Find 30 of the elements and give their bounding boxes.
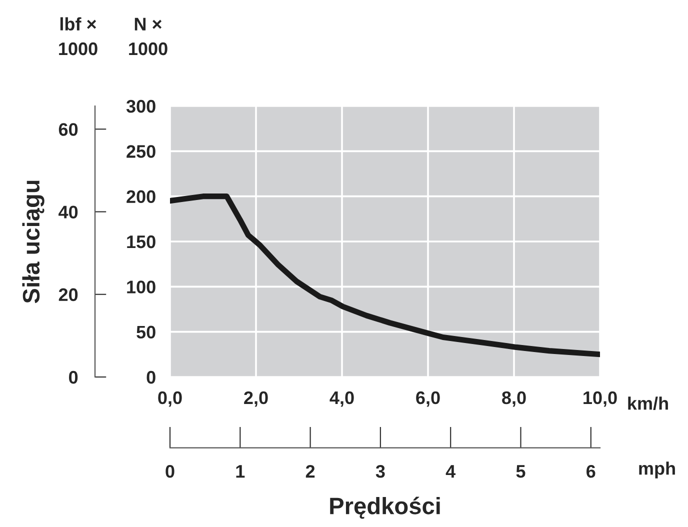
- x-tick-label: 6,0: [416, 391, 440, 407]
- x-tick-label: 0,0: [158, 391, 182, 407]
- y-tick-label: 20: [58, 288, 78, 302]
- y2-tick-label: 0: [146, 370, 156, 384]
- x2-tick-label: 2: [306, 464, 315, 478]
- x2-tick-label: 3: [376, 464, 385, 478]
- y2-tick-label: 50: [136, 326, 156, 339]
- x-tick-label: 8,0: [502, 391, 526, 407]
- x-tick-label: 4,0: [330, 391, 354, 407]
- text: N × 1000: [129, 18, 168, 56]
- y2-tick-label: 150: [127, 235, 156, 248]
- x2-tick-label: 6: [586, 464, 596, 478]
- x-tick-label: 2,0: [244, 391, 268, 407]
- x-axis-title: Prędkości: [330, 496, 440, 519]
- x2-tick-label: 4: [446, 465, 456, 478]
- y2-tick-label: 100: [127, 280, 156, 294]
- y-tick-label: 40: [58, 206, 78, 218]
- y-axis-title: Siła uciągu: [22, 180, 44, 304]
- x2-axis-title: mph: [639, 462, 675, 478]
- x2-tick-label: 1: [236, 465, 245, 478]
- y-tick-label: 0: [69, 370, 78, 384]
- y2-tick-label: 250: [126, 145, 156, 158]
- y2-tick-label: 200: [126, 190, 156, 204]
- x2-tick-label: 5: [516, 465, 526, 478]
- y-tick-label: 60: [58, 123, 78, 136]
- text: lbf × 1000: [59, 17, 98, 56]
- text: km/h: [628, 396, 668, 410]
- y2-tick-label: 300: [126, 100, 156, 113]
- x-tick-label: 10,0: [584, 391, 617, 407]
- x2-tick-label: 0: [166, 464, 174, 478]
